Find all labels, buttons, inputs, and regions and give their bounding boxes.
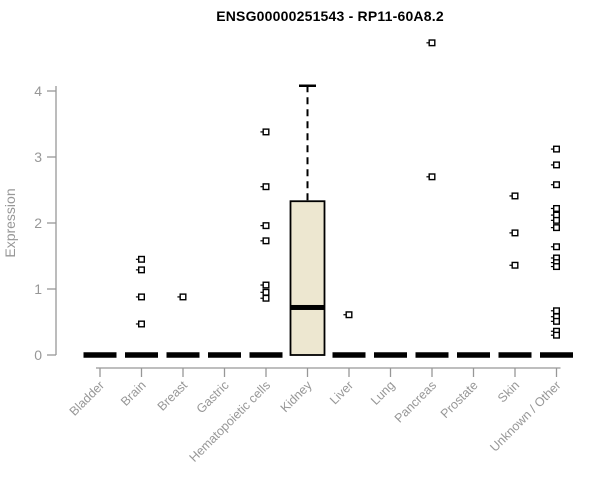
collapsed-box <box>249 352 283 358</box>
x-tick-label: Unknown / Other <box>487 378 563 454</box>
outlier-point <box>553 204 561 212</box>
outlier-point <box>262 281 270 289</box>
y-tick-label: 4 <box>34 83 42 99</box>
outlier-point <box>553 161 561 169</box>
chart-title: ENSG00000251543 - RP11-60A8.2 <box>216 8 444 24</box>
x-tick-label: Bladder <box>67 378 107 418</box>
box <box>289 200 326 356</box>
x-tick-label: Lung <box>368 378 398 408</box>
outlier-point <box>553 243 561 251</box>
x-tick-label: Skin <box>495 378 522 405</box>
outlier-point <box>262 294 270 302</box>
outlier-point <box>553 263 561 271</box>
y-tick-label: 3 <box>34 149 42 165</box>
outlier-point <box>137 255 145 263</box>
outlier-point <box>262 237 270 245</box>
outlier-point <box>553 307 561 315</box>
outlier-point <box>553 181 561 189</box>
collapsed-box <box>83 352 117 358</box>
x-tick-label: Kidney <box>278 378 315 415</box>
outlier-point <box>553 331 561 339</box>
y-tick-label: 1 <box>34 281 42 297</box>
outlier-point <box>137 320 145 328</box>
outlier-point <box>137 293 145 301</box>
outlier-point <box>262 288 270 296</box>
median-line <box>290 304 325 310</box>
collapsed-box <box>415 352 449 358</box>
collapsed-box <box>332 352 366 358</box>
x-tick-label: Gastric <box>194 378 232 416</box>
outlier-point <box>262 222 270 230</box>
outlier-point <box>262 128 270 136</box>
outlier-point <box>553 317 561 325</box>
outlier-point <box>137 266 145 274</box>
y-tick-label: 2 <box>34 215 42 231</box>
outlier-point <box>553 224 561 232</box>
x-tick-label: Brain <box>118 378 149 409</box>
outlier-point <box>345 311 353 319</box>
x-tick-label: Breast <box>155 378 191 414</box>
x-tick-label: Liver <box>327 378 356 407</box>
x-tick-label: Pancreas <box>392 378 439 425</box>
x-tick-label: Hematopoietic cells <box>187 378 274 465</box>
collapsed-box <box>166 352 200 358</box>
collapsed-box <box>208 352 241 358</box>
outlier-point <box>428 173 436 181</box>
outlier-point <box>553 145 561 153</box>
outlier-point <box>511 261 519 269</box>
outlier-point <box>262 183 270 191</box>
outlier-point <box>179 293 187 301</box>
collapsed-box <box>125 352 158 358</box>
x-tick-label: Prostate <box>438 378 481 421</box>
outlier-point <box>511 229 519 237</box>
collapsed-box <box>457 352 490 358</box>
collapsed-box <box>374 352 407 358</box>
collapsed-box <box>540 352 573 358</box>
collapsed-box <box>498 352 532 358</box>
outlier-point <box>428 39 436 47</box>
outlier-point <box>511 192 519 200</box>
y-tick-label: 0 <box>34 347 42 363</box>
outlier-point <box>553 216 561 224</box>
